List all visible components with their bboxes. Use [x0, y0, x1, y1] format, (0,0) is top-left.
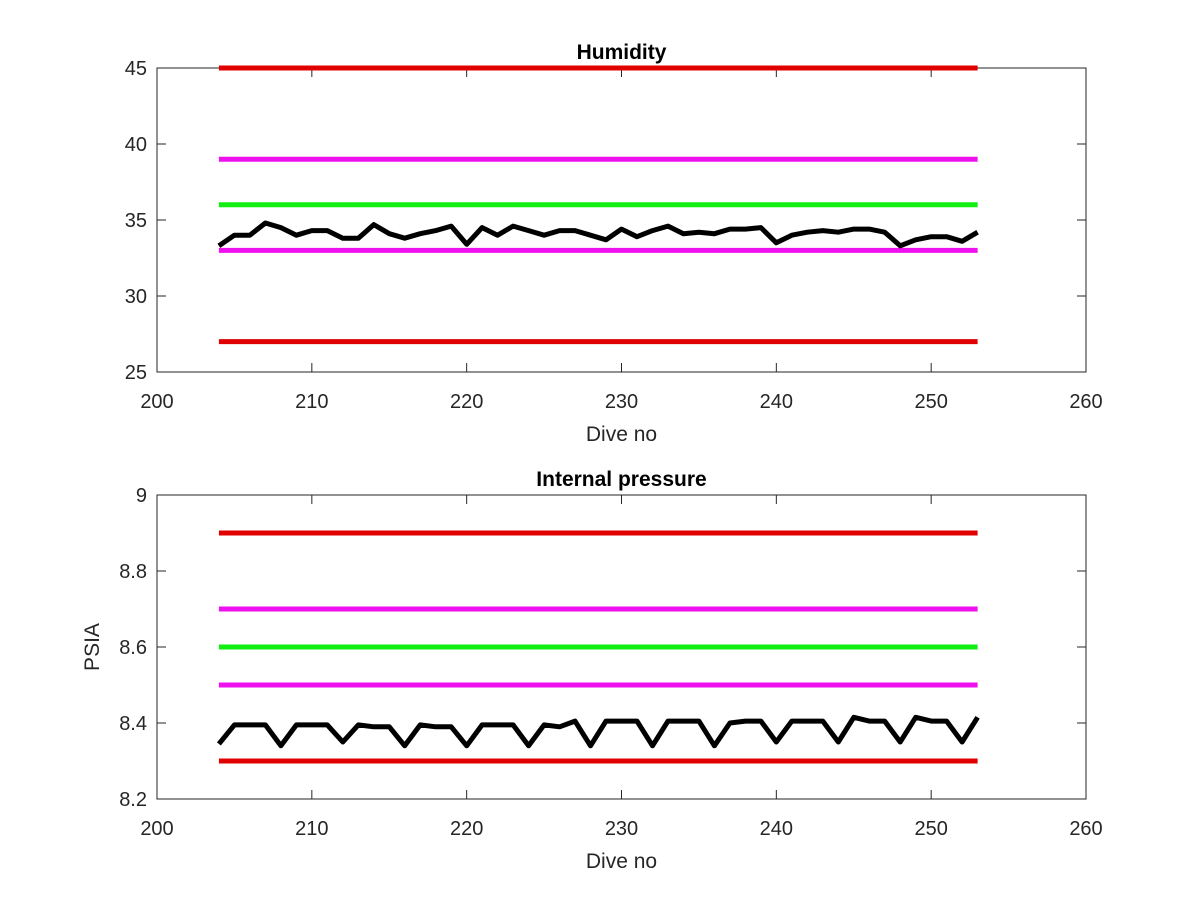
- x-tick-label: 220: [450, 818, 483, 840]
- x-tick-label: 250: [914, 818, 947, 840]
- x-tick-label: 230: [605, 818, 638, 840]
- y-tick-label: 8.4: [119, 713, 147, 735]
- humidity-panel: 200 210 220 230 240 250 260 25 30 35 40 45 Humidity D…: [125, 41, 1103, 446]
- x-axis-label: Dive no: [586, 423, 657, 446]
- x-axis-label: Dive no: [586, 850, 657, 873]
- chart-title: Internal pressure: [536, 468, 706, 491]
- series-line: [216, 714, 980, 749]
- x-tick-label: 200: [140, 391, 173, 413]
- y-tick-label: 8.2: [119, 789, 147, 811]
- x-tick-label: 260: [1069, 391, 1102, 413]
- x-tick-label: 200: [140, 818, 173, 840]
- y-tick-label: 35: [125, 210, 147, 232]
- x-tick-label: 220: [450, 391, 483, 413]
- axes-box: [156, 67, 1087, 373]
- y-tick-label: 45: [125, 58, 147, 80]
- y-tick-label: 8.8: [119, 561, 147, 583]
- y-tick-label: 25: [125, 362, 147, 384]
- x-tick-label: 240: [760, 391, 793, 413]
- chart-title: Humidity: [577, 41, 667, 64]
- y-tick-label: 40: [125, 134, 147, 156]
- internal-pressure-panel: 200 210 220 230 240 250 260 8.2 8.4 8.6 8.8 9 Intern…: [81, 468, 1103, 873]
- x-tick-label: 230: [605, 391, 638, 413]
- y-tick-label: 8.6: [119, 637, 147, 659]
- x-tick-label: 240: [760, 818, 793, 840]
- series-line: [217, 220, 979, 249]
- x-tick-label: 250: [914, 391, 947, 413]
- y-axis-label: PSIA: [81, 623, 104, 671]
- x-tick-label: 210: [295, 391, 328, 413]
- y-tick-label: 9: [136, 485, 147, 507]
- x-tick-label: 260: [1069, 818, 1102, 840]
- x-tick-label: 210: [295, 818, 328, 840]
- y-tick-label: 30: [125, 286, 147, 308]
